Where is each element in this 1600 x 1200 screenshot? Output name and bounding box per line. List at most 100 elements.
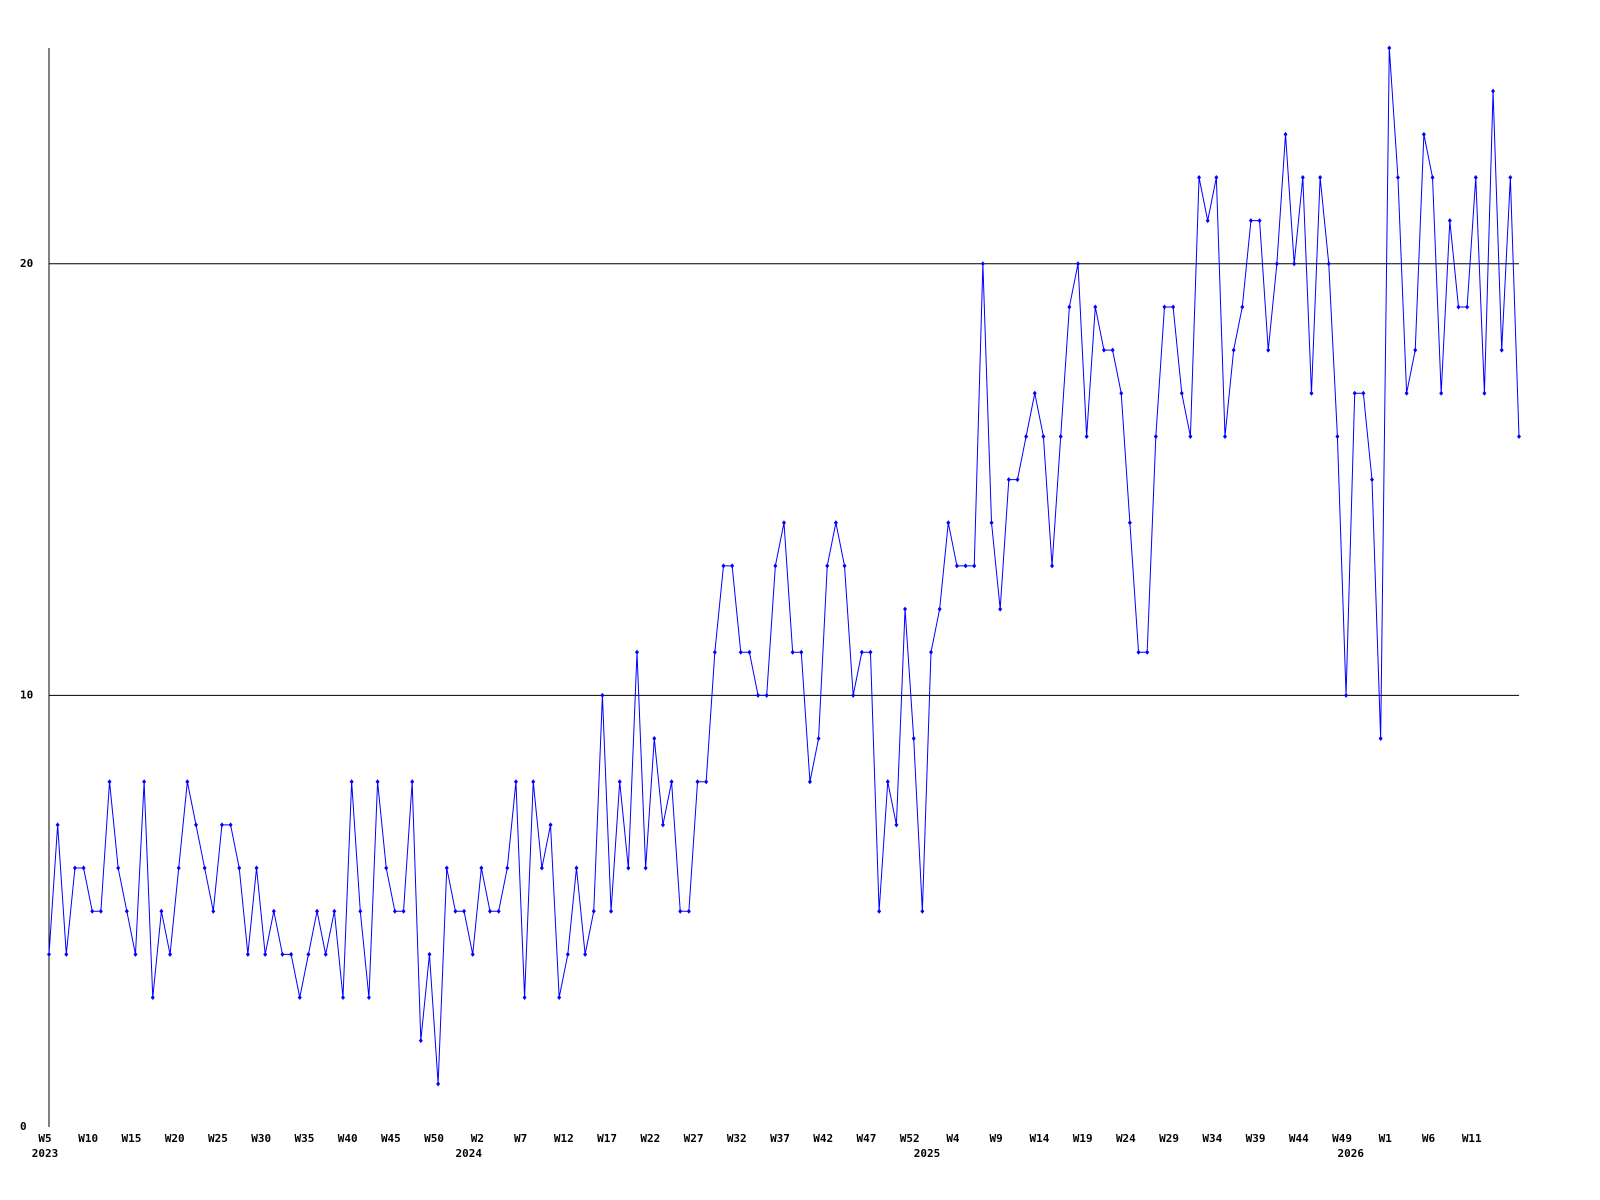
- data-point: [1214, 174, 1219, 180]
- data-point: [1292, 261, 1297, 267]
- data-point: [349, 779, 354, 785]
- data-point: [297, 995, 302, 1001]
- data-point: [384, 865, 389, 871]
- data-point: [323, 951, 328, 957]
- x-tick-label: W10: [78, 1132, 98, 1145]
- data-point: [64, 951, 69, 957]
- x-tick-label: W20: [165, 1132, 185, 1145]
- data-point: [669, 779, 674, 785]
- x-tick-label: W45: [381, 1132, 401, 1145]
- x-tick-label: W50: [424, 1132, 444, 1145]
- data-point: [842, 563, 847, 569]
- data-point: [1517, 433, 1521, 439]
- data-point: [401, 908, 406, 914]
- data-point: [929, 649, 933, 655]
- data-point: [219, 822, 224, 828]
- data-point: [444, 865, 449, 871]
- data-point: [1032, 390, 1037, 396]
- data-point: [1439, 390, 1444, 396]
- data-point: [609, 908, 614, 914]
- data-point: [116, 865, 121, 871]
- data-point: [557, 995, 562, 1001]
- data-point: [1153, 433, 1158, 439]
- data-point: [228, 822, 233, 828]
- data-point: [1041, 433, 1046, 439]
- data-point: [194, 822, 198, 828]
- data-point: [816, 736, 821, 742]
- data-point: [72, 865, 77, 871]
- x-year-label: 2026: [1337, 1147, 1364, 1160]
- x-tick-label: W7: [514, 1132, 527, 1145]
- data-point: [1084, 433, 1089, 439]
- data-point: [1179, 390, 1184, 396]
- data-point: [1119, 390, 1124, 396]
- data-point: [1240, 304, 1245, 310]
- data-point: [851, 692, 856, 698]
- data-point: [513, 779, 518, 785]
- data-point: [254, 865, 259, 871]
- data-point: [1413, 347, 1418, 353]
- data-point: [142, 779, 147, 785]
- x-tick-label: W9: [990, 1132, 1003, 1145]
- data-point: [1309, 390, 1314, 396]
- x-tick-label: W32: [727, 1132, 747, 1145]
- data-point: [470, 951, 475, 957]
- data-point: [574, 865, 579, 871]
- data-point: [436, 1081, 441, 1087]
- data-point: [998, 606, 1003, 612]
- data-point: [946, 520, 951, 526]
- x-tick-label: W6: [1422, 1132, 1436, 1145]
- data-point: [660, 822, 665, 828]
- data-point: [583, 951, 588, 957]
- data-point: [1197, 174, 1202, 180]
- data-point: [1361, 390, 1366, 396]
- data-point: [1145, 649, 1150, 655]
- x-tick-label: W52: [900, 1132, 920, 1145]
- data-point: [1344, 692, 1349, 698]
- data-point: [1326, 261, 1331, 267]
- data-point: [1136, 649, 1141, 655]
- data-point: [410, 779, 415, 785]
- x-tick-label: W17: [597, 1132, 617, 1145]
- data-point: [1006, 477, 1011, 483]
- data-point: [1231, 347, 1236, 353]
- data-point: [1127, 520, 1132, 526]
- data-point: [972, 563, 977, 569]
- data-point: [617, 779, 622, 785]
- data-point: [522, 995, 527, 1001]
- data-point: [1015, 477, 1020, 483]
- x-tick-label: W35: [294, 1132, 314, 1145]
- data-point: [825, 563, 830, 569]
- x-year-label: 2024: [455, 1147, 482, 1160]
- data-point: [168, 951, 173, 957]
- x-tick-label: W40: [338, 1132, 358, 1145]
- data-point: [686, 908, 691, 914]
- data-point: [392, 908, 397, 914]
- data-point: [989, 520, 994, 526]
- data-point: [332, 908, 337, 914]
- data-point: [1223, 433, 1227, 439]
- data-point: [124, 908, 129, 914]
- x-tick-label: W12: [554, 1132, 574, 1145]
- x-tick-label: W19: [1073, 1132, 1093, 1145]
- data-point: [1499, 347, 1504, 353]
- data-point: [747, 649, 752, 655]
- data-point: [245, 951, 250, 957]
- data-point: [712, 649, 717, 655]
- data-point: [1248, 218, 1253, 224]
- data-point: [868, 649, 873, 655]
- data-point: [1093, 304, 1098, 310]
- data-point: [176, 865, 181, 871]
- y-tick-label: 0: [20, 1120, 27, 1133]
- data-point: [453, 908, 458, 914]
- data-point: [764, 692, 769, 698]
- data-point: [1473, 174, 1478, 180]
- data-point: [565, 951, 570, 957]
- data-point: [911, 736, 916, 742]
- data-point: [1257, 218, 1262, 224]
- data-point: [47, 951, 51, 957]
- data-line: [48, 47, 1520, 1084]
- data-point: [807, 779, 812, 785]
- data-point: [366, 995, 371, 1001]
